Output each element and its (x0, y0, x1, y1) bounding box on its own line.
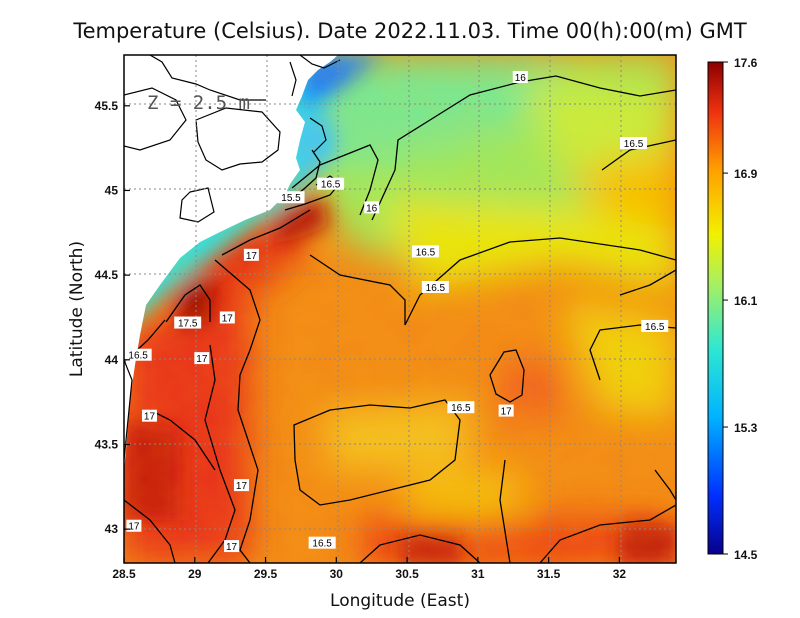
colorbar-tick-label: 16.9 (734, 167, 758, 181)
y-tick-label: 43 (105, 522, 119, 536)
x-tick-label: 30 (330, 567, 344, 581)
y-tick-label: 45 (105, 183, 119, 197)
contour-label-bg (243, 248, 259, 261)
contour-label: 17 (226, 542, 238, 553)
colorbar-tick-label: 15.3 (734, 421, 758, 435)
contour-label: 17 (222, 313, 234, 324)
contour-label: 16.5 (312, 539, 332, 550)
contour-label: 16.5 (645, 322, 665, 333)
depth-annotation: Z = 2.5 m (147, 92, 250, 114)
colorbar-tick-label: 17.6 (734, 56, 758, 70)
contour-label: 16.5 (416, 247, 436, 258)
colorbar (707, 61, 724, 555)
contour-label: 16.5 (624, 139, 644, 150)
contour-label: 17 (196, 354, 208, 365)
y-tick-label: 44 (105, 353, 119, 367)
y-axis-ticks: 43 43.5 44 44.5 45 45.5 (95, 99, 130, 536)
x-tick-label: 32 (613, 567, 627, 581)
x-tick-label: 30.5 (395, 567, 419, 581)
x-tick-label: 29 (188, 567, 202, 581)
contour-label-bg (219, 311, 235, 324)
contour-label-bg (126, 519, 142, 532)
contour-label-bg (512, 71, 528, 84)
contour-label: 17 (144, 412, 156, 423)
x-tick-label: 31.5 (537, 567, 561, 581)
contour-label-bg (421, 280, 449, 293)
contour-label-bg (447, 401, 475, 414)
x-tick-label: 29.5 (254, 567, 278, 581)
land-area (124, 55, 305, 470)
plot-frame (123, 54, 677, 564)
contour-label-bg (141, 409, 157, 422)
grid-lines (124, 55, 676, 563)
contour-label: 15.5 (281, 193, 301, 204)
contour-label-bg (411, 245, 439, 258)
contour-label-bg (641, 319, 669, 332)
contour-label-bg (308, 536, 336, 549)
contour-label: 17 (236, 481, 248, 492)
contour-label-bg (233, 479, 249, 492)
contour-label: 16.5 (451, 403, 471, 414)
contour-label: 17 (128, 522, 140, 533)
y-tick-label: 44.5 (95, 268, 119, 282)
contour-label-bg (194, 352, 210, 365)
contour-label-bg (498, 404, 514, 417)
y-tick-label: 43.5 (95, 437, 119, 451)
colorbar-ticks: 14.5 15.3 16.1 16.9 17.6 (723, 56, 758, 562)
x-axis-ticks: 28.5 29 29.5 30 30.5 31 31.5 32 (112, 557, 626, 581)
contour-label: 17 (501, 407, 513, 418)
contour-label: 16 (515, 73, 527, 84)
contour-label: 16.5 (321, 180, 341, 191)
contour-label: 16.5 (426, 283, 446, 294)
contour-label: 16.5 (128, 351, 148, 362)
x-axis-label: Longitude (East) (330, 591, 470, 611)
contour-label-bg (224, 540, 240, 553)
contour-label-bg (174, 316, 202, 329)
chart-title: Temperature (Celsius). Date 2022.11.03. … (72, 19, 747, 43)
contour-label-bg (364, 201, 380, 214)
contour-label: 17.5 (178, 319, 198, 330)
coastline (124, 55, 341, 461)
contour-label-bg (317, 177, 345, 190)
contour-label: 17 (246, 251, 258, 262)
contour-label-bg (620, 137, 648, 150)
x-tick-label: 28.5 (112, 567, 136, 581)
contour-labels: 16 16 15.5 16.5 16.5 16.5 16.5 16.5 16.5 16.5 16.5… (124, 71, 669, 553)
temperature-field: 16 16 15.5 16.5 16.5 16.5 16.5 16.5 16.5 16.5 16.5… (124, 55, 676, 563)
contour-label-bg (124, 348, 152, 361)
y-tick-label: 45.5 (95, 99, 119, 113)
colorbar-tick-label: 14.5 (734, 548, 758, 562)
contour-label: 16 (366, 203, 378, 214)
contour-label-bg (277, 191, 305, 204)
colorbar-tick-label: 16.1 (734, 294, 758, 308)
y-axis-label: Latitude (North) (67, 241, 87, 377)
x-tick-label: 31 (471, 567, 485, 581)
